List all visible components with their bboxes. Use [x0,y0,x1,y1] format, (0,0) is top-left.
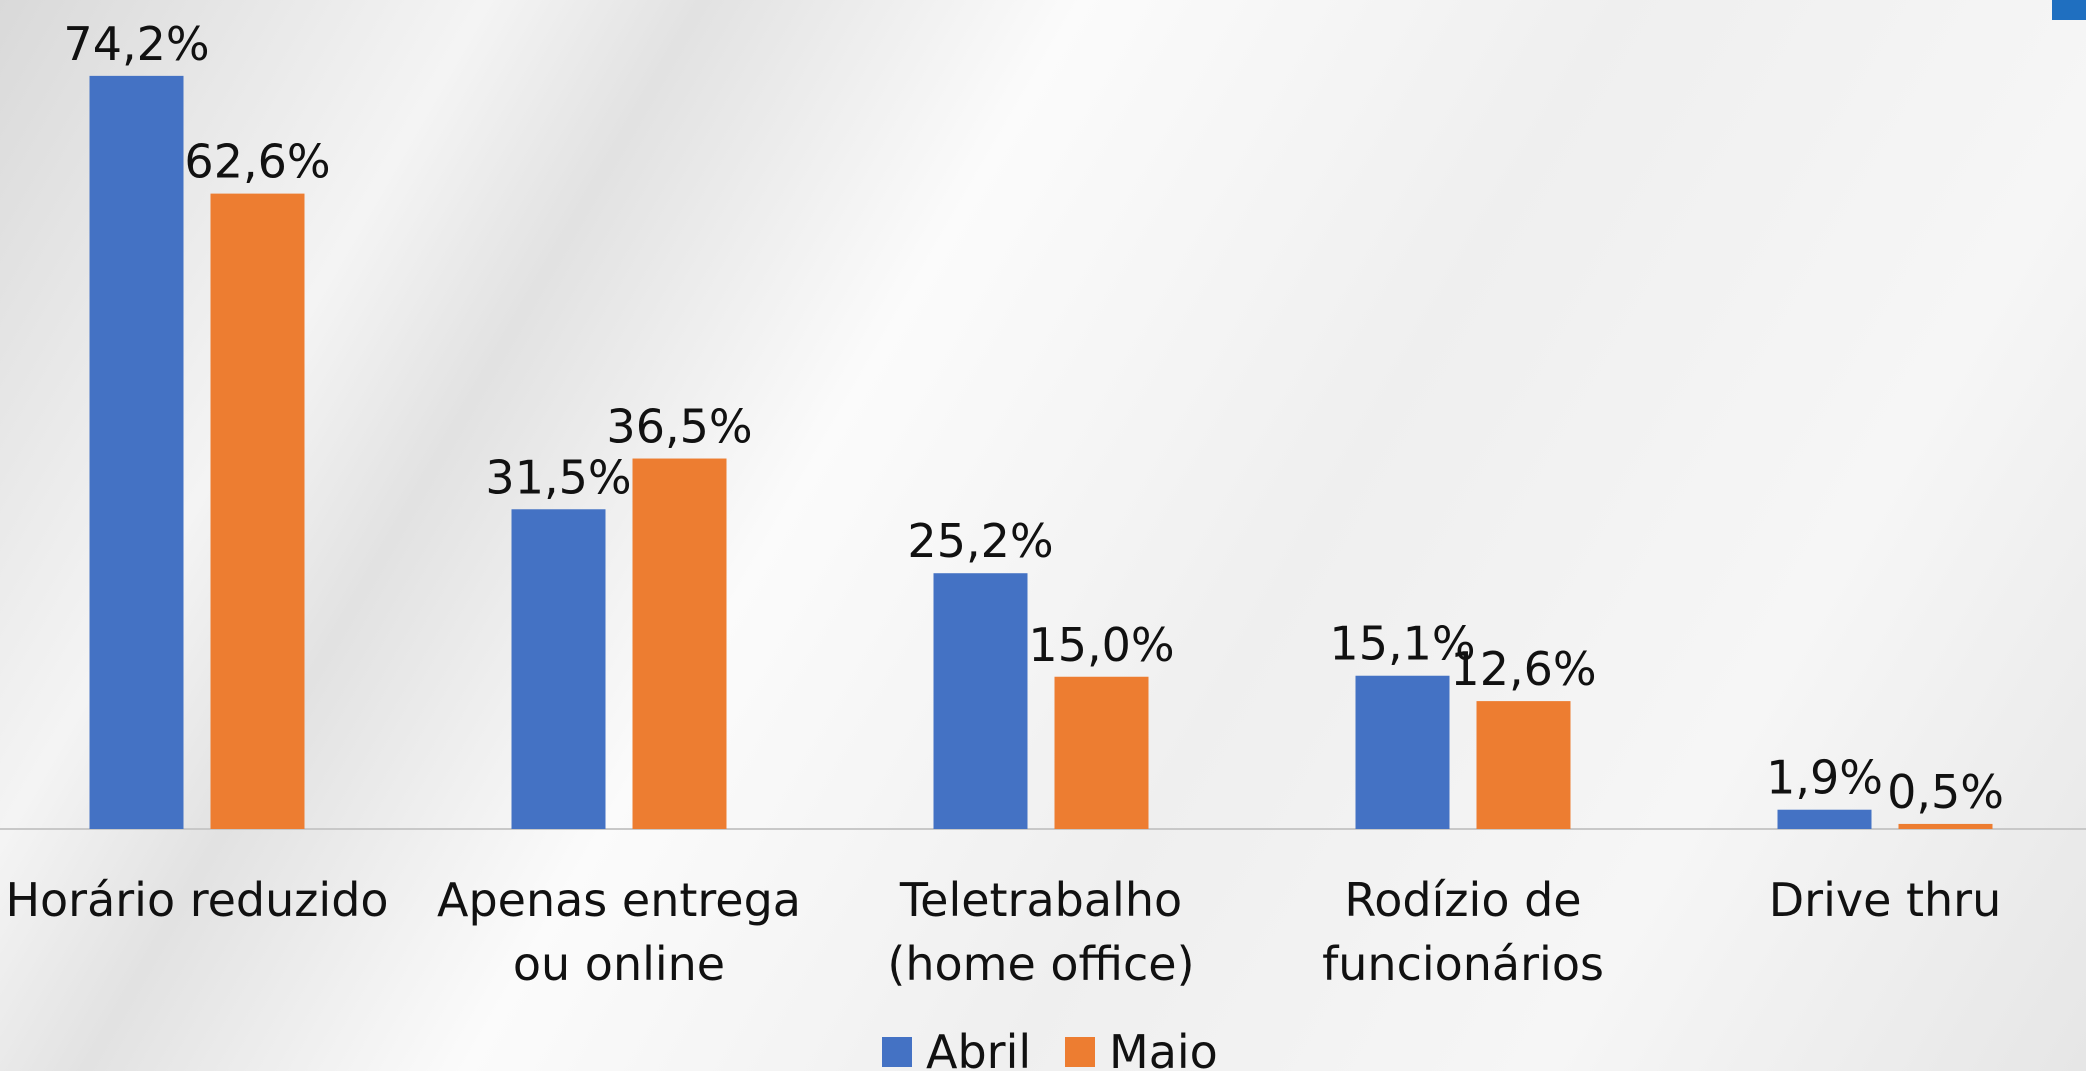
data-label: 15,1% [1329,617,1475,671]
bar [1054,676,1149,829]
x-tick-label: Apenas entrega ou online [437,873,801,991]
bar [1355,675,1450,829]
data-label: 62,6% [184,135,330,189]
legend-label: Maio [1109,1025,1218,1071]
bar [1777,809,1872,829]
x-tick-label: Horário reduzido [5,873,389,927]
data-label: 36,5% [606,400,752,454]
bar [933,573,1028,829]
x-tick-label: Teletrabalho (home office) [887,873,1195,991]
bar [1898,823,1993,829]
bar [632,458,727,829]
data-label: 25,2% [907,514,1053,568]
bar [1476,701,1571,829]
legend-swatch [882,1037,912,1067]
data-label: 12,6% [1450,642,1596,696]
bar [511,509,606,829]
decoration [2052,0,2086,20]
legend-label: Abril [926,1025,1032,1071]
data-label: 74,2% [63,17,209,71]
data-label: 31,5% [485,450,631,504]
data-label: 0,5% [1887,765,2004,819]
bar [89,75,184,830]
data-label: 15,0% [1028,618,1174,672]
x-tick-label: Drive thru [1768,873,2002,927]
bar [210,193,305,830]
data-label: 1,9% [1766,751,1883,805]
legend-swatch [1065,1037,1095,1067]
x-tick-label: Rodízio de funcionários [1322,873,1604,991]
